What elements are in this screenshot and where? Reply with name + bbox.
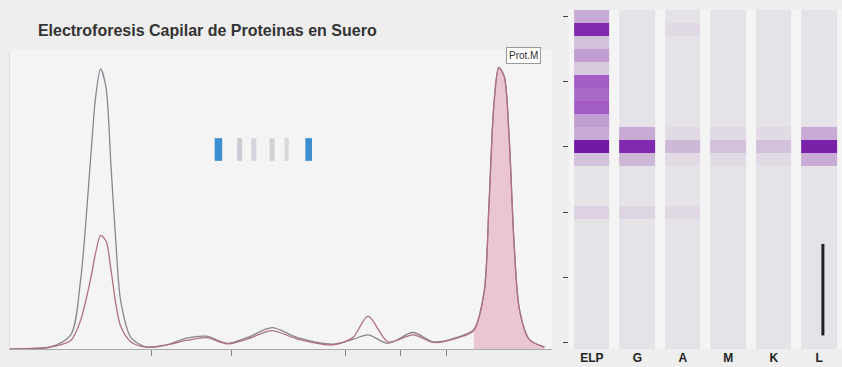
svg-text:ELP: ELP [580,351,603,365]
svg-text:Electroforesis Capilar de Prot: Electroforesis Capilar de Proteinas en S… [38,22,377,39]
svg-text:L: L [816,351,823,365]
svg-text:K: K [769,351,778,365]
svg-text:M: M [723,351,733,365]
svg-text:G: G [633,351,642,365]
svg-text:A: A [678,351,687,365]
svg-text:Prot.M: Prot.M [509,50,538,61]
